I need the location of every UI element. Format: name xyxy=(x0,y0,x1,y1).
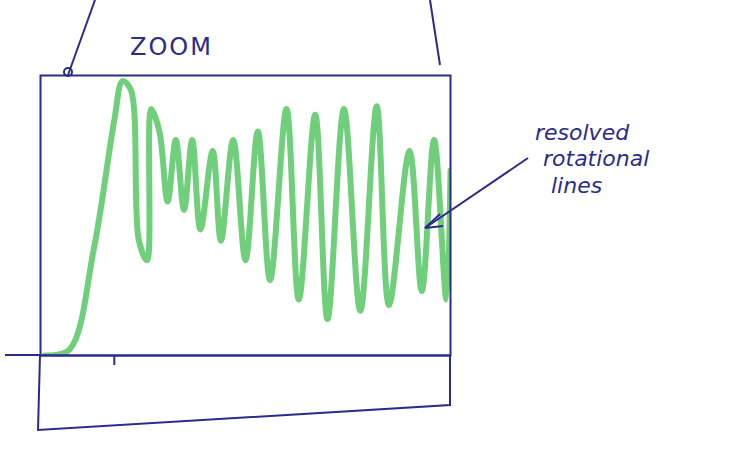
svg-text:ZOOM: ZOOM xyxy=(130,33,213,61)
svg-text:resolvedrotationallines: resolvedrotationallines xyxy=(535,120,649,198)
